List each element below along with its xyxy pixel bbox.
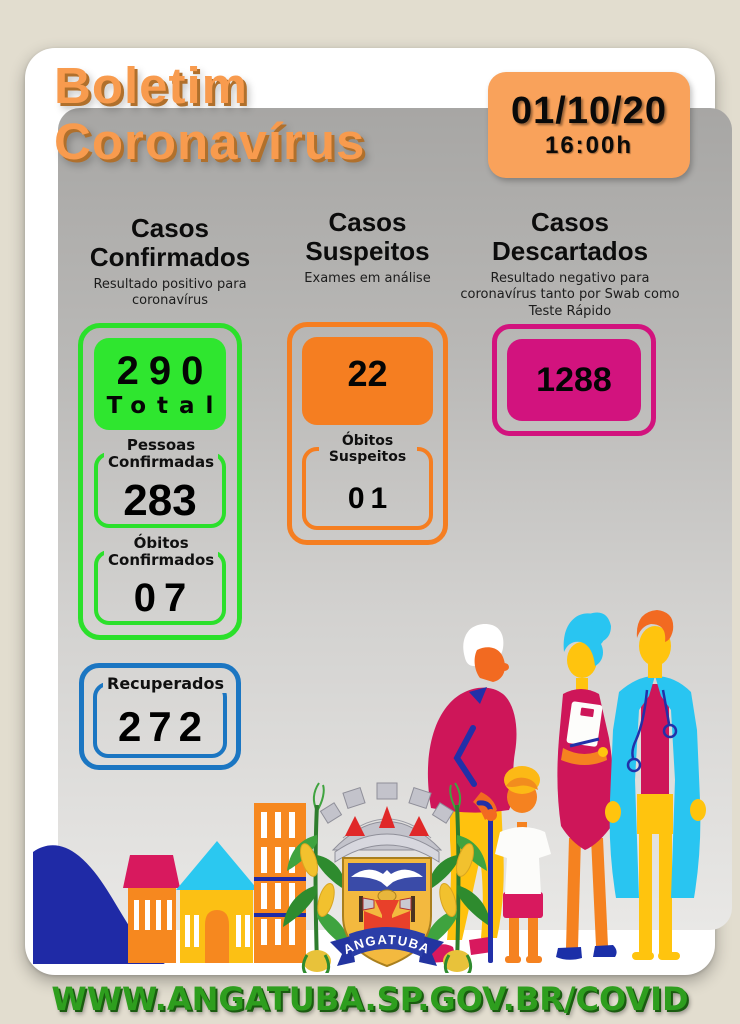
- building-cyan-roof: [176, 841, 258, 890]
- confirmed-people-box: Pessoas Confirmadas 283: [94, 436, 226, 528]
- recovered-panel: Recuperados 272: [79, 663, 241, 770]
- person-nurse: [556, 612, 617, 960]
- confirmed-panel: 290 Total Pessoas Confirmadas 283 Óbitos…: [78, 323, 242, 640]
- suspected-deaths-box: Óbitos Suspeitos 01: [302, 433, 433, 530]
- confirmed-total-box: 290 Total: [94, 338, 226, 430]
- suspected-value-box: 22: [302, 337, 433, 425]
- suspected-header: Casos Suspeitos Exames em análise: [275, 207, 460, 287]
- confirmed-people-label: Pessoas Confirmadas: [108, 436, 215, 472]
- elderly-cane: [473, 792, 497, 963]
- discarded-header: Casos Descartados Resultado negativo par…: [455, 207, 685, 320]
- discarded-title: Casos Descartados: [491, 207, 649, 267]
- bulletin-card: [25, 48, 732, 975]
- dove: [351, 869, 423, 887]
- elderly-sweater: [427, 687, 517, 813]
- date-value: 01/10/20: [511, 90, 667, 132]
- bulletin-title: Boletim Coronavírus: [54, 57, 366, 171]
- footer: WWW.ANGATUBA.SP.GOV.BR/COVID: [0, 980, 740, 1018]
- ribbon: ANGATUBA: [330, 927, 444, 966]
- suspected-subtitle: Exames em análise: [304, 271, 431, 287]
- recovered-value: 272: [117, 702, 210, 750]
- elderly-collar: [469, 687, 487, 704]
- doctor-coat: [655, 676, 701, 898]
- doctor-face: [639, 626, 671, 666]
- nurse-arm: [561, 748, 607, 765]
- time-value: 16:00h: [544, 132, 634, 159]
- clipboard: [566, 701, 603, 747]
- confirmed-total-label: Total: [106, 392, 225, 419]
- discarded-value: 1288: [536, 360, 612, 399]
- doctor-hair: [636, 610, 674, 642]
- city-and-people-illustration: ANGATUBA: [33, 610, 706, 973]
- confirmed-people-value: 283: [123, 475, 197, 525]
- stethoscope: [626, 689, 678, 773]
- recovered-box: Recuperados 272: [93, 674, 227, 758]
- discarded-subtitle: Resultado negativo para coronavírus tant…: [460, 271, 680, 319]
- crown-triangles: [345, 806, 429, 836]
- suspected-deaths-label: Óbitos Suspeitos: [328, 433, 407, 466]
- child-shirt: [495, 827, 551, 894]
- confirmed-title: Casos Confirmados: [89, 213, 251, 273]
- elderly-arm-line: [453, 725, 477, 787]
- suspected-value: 22: [347, 353, 388, 394]
- nurse-shoe: [556, 947, 582, 960]
- person-doctor: [605, 610, 706, 960]
- footer-link[interactable]: WWW.ANGATUBA.SP.GOV.BR/COVID: [51, 980, 689, 1018]
- cross-pattee: [364, 900, 410, 946]
- recovered-label: Recuperados: [107, 674, 225, 693]
- angatuba-coat-of-arms: ANGATUBA: [281, 781, 493, 973]
- confirmed-deaths-label: Óbitos Confirmados: [108, 533, 215, 569]
- nurse-face: [567, 642, 597, 678]
- axes: [359, 896, 415, 922]
- elderly-face: [474, 647, 505, 682]
- person-child: [495, 766, 551, 963]
- doctor-shorts: [637, 794, 673, 834]
- confirmed-subtitle: Resultado positivo para coronavírus: [93, 277, 247, 309]
- confirmed-deaths-box: Óbitos Confirmados 07: [94, 533, 226, 625]
- suspected-title: Casos Suspeitos: [305, 207, 430, 267]
- bulletin-title-line2: Coronavírus: [54, 113, 366, 171]
- city-skyline: [33, 803, 306, 964]
- discarded-value-box: 1288: [507, 339, 641, 421]
- doctor-coat: [609, 676, 655, 898]
- crown-band: [334, 833, 440, 863]
- discarded-panel: 1288: [492, 324, 656, 436]
- building-door: [205, 910, 229, 963]
- nurse-hair: [563, 613, 606, 666]
- building-red-roof: [123, 855, 180, 888]
- nurse-shoe: [593, 945, 617, 957]
- bulletin-title-line1: Boletim: [54, 57, 249, 114]
- suspected-panel: 22 Óbitos Suspeitos 01: [287, 322, 448, 545]
- child-shorts: [503, 892, 543, 918]
- confirmed-deaths-value: 07: [133, 576, 195, 620]
- date-box: 01/10/20 16:00h: [488, 72, 690, 178]
- suspected-deaths-value: 01: [347, 481, 394, 515]
- confirmed-total-value: 290: [116, 348, 214, 393]
- confirmed-header: Casos Confirmados Resultado positivo par…: [55, 213, 285, 310]
- elderly-shoe: [469, 937, 492, 955]
